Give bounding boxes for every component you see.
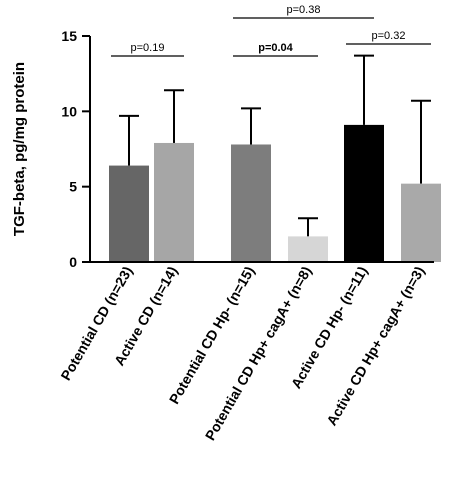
y-tick-label: 15 bbox=[61, 28, 77, 44]
bars-layer bbox=[109, 54, 441, 262]
bar bbox=[288, 236, 328, 262]
significance-annotations: p=0.19 p=0.04 p=0.38 p=0.32 bbox=[111, 4, 431, 57]
x-category-label: Active CD Hp+ cagA+ (n=3) bbox=[323, 264, 427, 429]
y-axis-title: TGF-beta, pg/mg protein bbox=[11, 62, 28, 236]
p-value-label: p=0.04 bbox=[258, 42, 293, 54]
y-tick-label: 10 bbox=[61, 103, 77, 119]
p-value-label: p=0.19 bbox=[131, 42, 165, 54]
p-value-label: p=0.38 bbox=[287, 4, 321, 16]
bar bbox=[344, 124, 384, 262]
y-tick-label: 5 bbox=[69, 179, 77, 195]
y-tick-label: 0 bbox=[69, 254, 77, 270]
x-category-label: Potential CD Hp+ cagA+ (n=8) bbox=[202, 264, 315, 443]
axis-layer bbox=[89, 36, 434, 263]
bar bbox=[109, 165, 149, 262]
p-value-label: p=0.32 bbox=[372, 30, 406, 42]
bar bbox=[231, 144, 271, 262]
category-labels: Potential CD (n=23)Active CD (n=14)Poten… bbox=[57, 264, 427, 443]
y-ticks: 0 5 10 15 bbox=[61, 28, 90, 270]
bar bbox=[401, 183, 441, 262]
bar bbox=[154, 142, 194, 262]
